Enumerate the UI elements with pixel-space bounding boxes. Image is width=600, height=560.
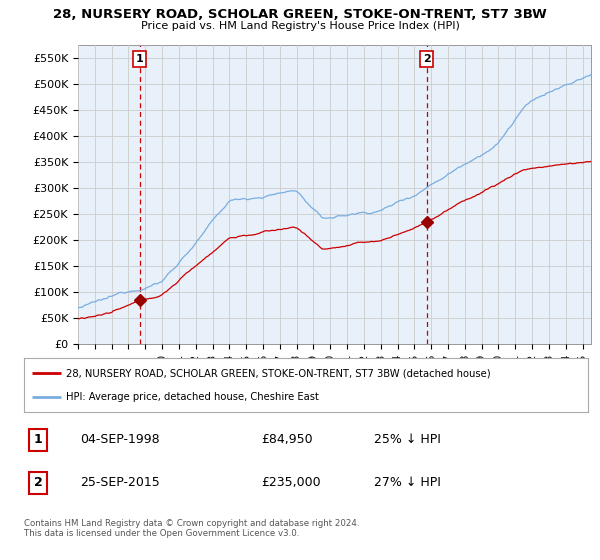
Text: 28, NURSERY ROAD, SCHOLAR GREEN, STOKE-ON-TRENT, ST7 3BW: 28, NURSERY ROAD, SCHOLAR GREEN, STOKE-O… [53, 8, 547, 21]
Text: £235,000: £235,000 [261, 477, 320, 489]
Text: 28, NURSERY ROAD, SCHOLAR GREEN, STOKE-ON-TRENT, ST7 3BW (detached house): 28, NURSERY ROAD, SCHOLAR GREEN, STOKE-O… [66, 368, 491, 379]
Text: 2: 2 [423, 54, 431, 64]
Text: Contains HM Land Registry data © Crown copyright and database right 2024.
This d: Contains HM Land Registry data © Crown c… [24, 519, 359, 538]
Text: 1: 1 [34, 433, 43, 446]
Text: £84,950: £84,950 [261, 433, 313, 446]
Text: 27% ↓ HPI: 27% ↓ HPI [374, 477, 440, 489]
Text: 2: 2 [34, 477, 43, 489]
Text: 04-SEP-1998: 04-SEP-1998 [80, 433, 160, 446]
Text: HPI: Average price, detached house, Cheshire East: HPI: Average price, detached house, Ches… [66, 391, 319, 402]
Text: 25% ↓ HPI: 25% ↓ HPI [374, 433, 440, 446]
Text: 1: 1 [136, 54, 143, 64]
Text: 25-SEP-2015: 25-SEP-2015 [80, 477, 160, 489]
Text: Price paid vs. HM Land Registry's House Price Index (HPI): Price paid vs. HM Land Registry's House … [140, 21, 460, 31]
